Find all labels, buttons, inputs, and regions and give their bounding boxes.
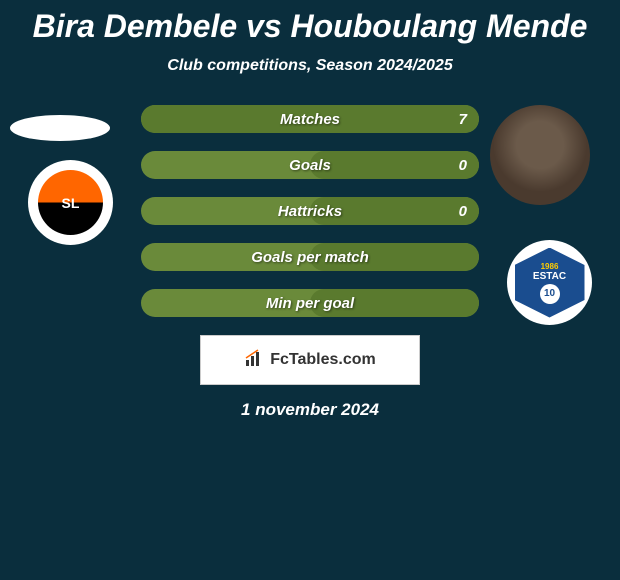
stat-bar: Goals per match [141, 243, 479, 271]
player-right-avatar [490, 105, 590, 205]
stat-value-right: 0 [459, 157, 467, 174]
stat-bar: Min per goal [141, 289, 479, 317]
stat-bar-right-fill [310, 151, 479, 179]
chart-icon [244, 348, 264, 373]
club-right-badge: 1986 ESTAC 10 [515, 248, 585, 318]
club-right-logo: 1986 ESTAC 10 [507, 240, 592, 325]
club-right-year: 1986 [541, 262, 559, 271]
club-left-badge: SL [38, 170, 103, 235]
stats-container: Matches 7 Goals 0 Hattricks 0 Goals per match M… [141, 105, 479, 317]
club-left-logo: SL [28, 160, 113, 245]
page-subtitle: Club competitions, Season 2024/2025 [0, 57, 620, 75]
stat-bar: Goals 0 [141, 151, 479, 179]
content-area: SL 1986 ESTAC 10 Matches7Goals0Hattricks… [0, 105, 620, 420]
player-left-avatar [10, 115, 110, 141]
stat-bar: Hattricks 0 [141, 197, 479, 225]
stat-value-right: 0 [459, 203, 467, 220]
stat-label: Hattricks [278, 203, 342, 220]
club-right-name: ESTAC [533, 271, 566, 282]
stat-value-right: 7 [459, 111, 467, 128]
stat-label: Min per goal [266, 295, 354, 312]
stat-label: Goals per match [251, 249, 369, 266]
club-right-number: 10 [540, 284, 560, 304]
stat-label: Matches [280, 111, 340, 128]
brand-box: FcTables.com [200, 335, 420, 385]
page-title: Bira Dembele vs Houboulang Mende [0, 0, 620, 45]
stat-bar: Matches 7 [141, 105, 479, 133]
stat-label: Goals [289, 157, 331, 174]
footer-date: 1 november 2024 [0, 400, 620, 420]
brand-text: FcTables.com [270, 351, 376, 369]
